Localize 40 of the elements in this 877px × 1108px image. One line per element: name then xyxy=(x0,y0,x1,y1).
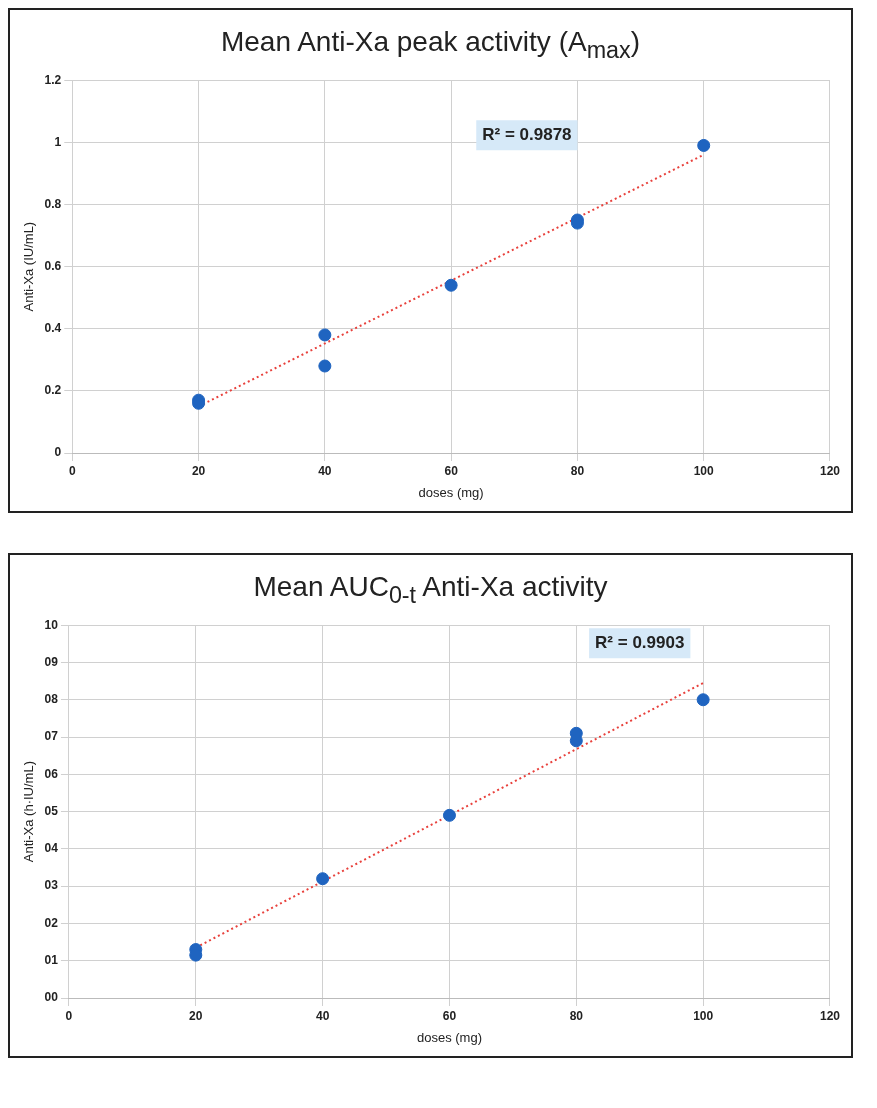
chart-title: Mean AUC$_{0-t}$ Anti-Xa activity xyxy=(252,570,609,610)
annotation: R² = 0.9903 xyxy=(595,632,685,652)
y-tick-label: 0.6 xyxy=(44,258,62,273)
y-tick-label: 10 xyxy=(44,617,59,632)
x-tick-label: 100 xyxy=(693,463,715,478)
x-tick-label: 20 xyxy=(191,463,206,478)
y-tick-label: 05 xyxy=(44,803,59,818)
y-tick-label: 0.8 xyxy=(44,196,62,211)
chart-title: Mean Anti-Xa peak activity (A$_{max}$) xyxy=(219,25,642,65)
y-tick-label: 01 xyxy=(44,953,59,968)
x-tick-label: 80 xyxy=(570,463,585,478)
x-axis-title: doses (mg) xyxy=(416,1029,482,1045)
y-tick-label: 00 xyxy=(44,990,59,1005)
x-tick-label: 40 xyxy=(318,463,332,478)
annotation: R² = 0.9878 xyxy=(482,124,572,144)
y-tick-label: 08 xyxy=(44,692,59,707)
x-tick-label: 120 xyxy=(819,463,841,478)
x-tick-label: 60 xyxy=(444,463,459,478)
y-axis-title: Anti-Xa (h·IU/mL) xyxy=(21,761,37,863)
y-tick-label: 1.2 xyxy=(44,72,62,87)
y-tick-label: 0.4 xyxy=(44,321,62,336)
y-tick-label: 0.2 xyxy=(44,383,62,398)
x-axis-title: doses (mg) xyxy=(418,484,484,500)
y-tick-label: 1 xyxy=(54,134,62,149)
x-tick-label: 80 xyxy=(569,1008,584,1023)
x-tick-label: 100 xyxy=(693,1008,714,1023)
x-tick-label: 0 xyxy=(68,463,76,478)
x-tick-label: 120 xyxy=(819,1008,841,1023)
y-tick-label: 02 xyxy=(44,915,59,930)
y-tick-label: 03 xyxy=(44,878,59,893)
y-axis-title: Anti-Xa (IU/mL) xyxy=(21,221,37,312)
x-tick-label: 0 xyxy=(65,1008,73,1023)
y-tick-label: 06 xyxy=(44,766,59,781)
x-tick-label: 40 xyxy=(315,1008,330,1023)
x-tick-label: 20 xyxy=(189,1008,203,1023)
y-tick-label: 0 xyxy=(54,445,62,460)
x-tick-label: 60 xyxy=(442,1008,457,1023)
y-tick-label: 04 xyxy=(44,841,59,856)
y-tick-label: 07 xyxy=(44,729,59,744)
y-tick-label: 09 xyxy=(44,654,59,669)
